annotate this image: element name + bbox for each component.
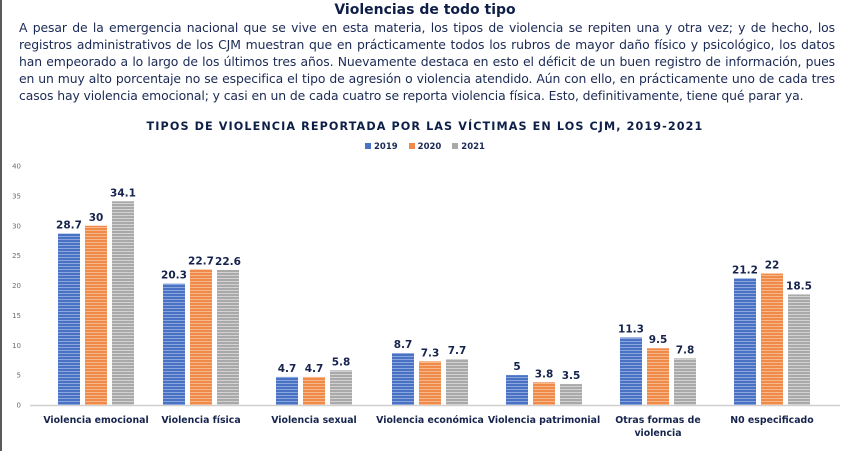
category-label: Violencia patrimonial <box>488 415 600 426</box>
y-tick-label: 30 <box>12 222 21 230</box>
category-label: Violencia emocional <box>43 415 148 426</box>
data-label-2019: 11.3 <box>618 323 644 335</box>
legend-swatch-2019 <box>365 143 372 149</box>
bar-2021 <box>446 358 468 405</box>
bar-2020 <box>85 225 107 405</box>
data-label-2021: 34.1 <box>110 187 136 199</box>
bar-2019 <box>506 375 528 405</box>
bar-2019 <box>620 337 642 405</box>
bar-2020 <box>647 348 669 405</box>
data-label-2020: 22 <box>765 260 780 272</box>
bar-2020 <box>303 376 325 405</box>
chart-title: TIPOS DE VIOLENCIA REPORTADA POR LAS VÍC… <box>146 120 704 133</box>
bar-2020 <box>190 269 212 405</box>
data-label-2021: 3.5 <box>562 370 581 382</box>
category-label: Otras formas de <box>615 415 700 426</box>
data-label-2021: 7.7 <box>448 345 467 357</box>
legend-swatch-2021 <box>452 143 459 149</box>
legend-label-2019: 2019 <box>374 142 398 152</box>
bar-2021 <box>674 358 696 405</box>
data-label-2021: 5.8 <box>332 356 351 368</box>
category-label: N0 especificado <box>730 415 814 426</box>
data-label-2019: 20.3 <box>161 270 187 282</box>
legend-item-2019: 2019 <box>365 142 398 152</box>
y-tick-label: 10 <box>12 342 21 350</box>
data-label-2020: 9.5 <box>649 334 668 346</box>
bar-2020 <box>533 382 555 405</box>
y-tick-label: 0 <box>17 402 21 410</box>
bar-2021 <box>112 201 134 405</box>
bar-2019 <box>58 233 80 405</box>
page-title: Violencias de todo tipo <box>334 2 516 18</box>
legend-swatch-2020 <box>408 143 415 149</box>
bar-2019 <box>163 283 185 405</box>
y-tick-label: 5 <box>17 372 21 380</box>
chart-legend: 2019 2020 2021 <box>0 142 850 152</box>
bar-2019 <box>392 353 414 405</box>
y-tick-label: 15 <box>12 312 21 320</box>
data-label-2019: 4.7 <box>278 363 297 375</box>
bar-2019 <box>276 376 298 405</box>
data-label-2019: 28.7 <box>56 220 82 232</box>
bar-2019 <box>734 278 756 405</box>
data-label-2019: 5 <box>513 361 520 373</box>
bar-2021 <box>330 370 352 405</box>
window-border <box>0 0 2 451</box>
data-label-2021: 7.8 <box>676 344 695 356</box>
legend-item-2021: 2021 <box>452 142 485 152</box>
y-tick-label: 25 <box>12 252 21 260</box>
bar-2021 <box>788 294 810 405</box>
bar-2020 <box>761 273 783 405</box>
data-label-2021: 18.5 <box>786 280 812 292</box>
data-label-2020: 7.3 <box>421 347 440 359</box>
data-label-2019: 8.7 <box>394 339 413 351</box>
category-label: Violencia económica <box>376 415 484 426</box>
data-label-2019: 21.2 <box>732 264 758 276</box>
bar-2020 <box>419 361 441 405</box>
legend-label-2021: 2021 <box>461 142 485 152</box>
data-label-2020: 30 <box>89 212 104 224</box>
legend-label-2020: 2020 <box>417 142 442 152</box>
y-tick-label: 20 <box>12 282 21 290</box>
category-label: violencia <box>634 428 681 439</box>
bar-2021 <box>560 384 582 405</box>
data-label-2020: 3.8 <box>535 368 554 380</box>
bar-2021 <box>217 269 239 405</box>
data-label-2020: 4.7 <box>305 363 324 375</box>
legend-item-2020: 2020 <box>408 142 442 152</box>
data-label-2020: 22.7 <box>188 255 214 267</box>
intro-paragraph: A pesar de la emergencia nacional que se… <box>19 20 835 103</box>
y-tick-label: 35 <box>12 192 21 200</box>
category-label: Violencia física <box>161 415 240 426</box>
y-tick-label: 40 <box>12 163 21 171</box>
data-label-2021: 22.6 <box>215 256 241 268</box>
category-label: Violencia sexual <box>271 415 357 426</box>
